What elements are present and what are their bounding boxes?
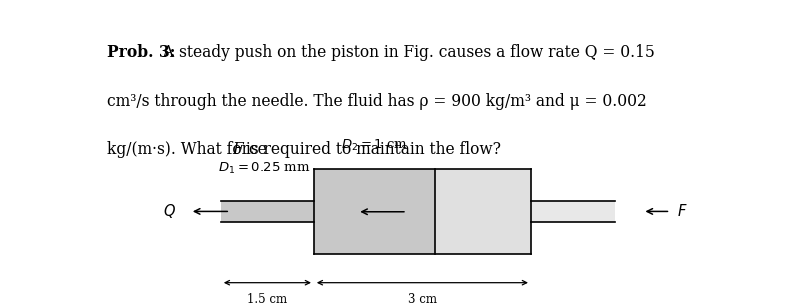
Text: 3 cm: 3 cm [408,293,437,306]
Text: cm³/s through the needle. The fluid has ρ = 900 kg/m³ and μ = 0.002: cm³/s through the needle. The fluid has … [107,93,647,110]
Bar [435,169,531,254]
Text: is required to maintain the flow?: is required to maintain the flow? [241,141,501,158]
Text: $F$: $F$ [677,204,687,220]
Text: $Q$: $Q$ [163,202,176,220]
Bar [221,201,314,222]
Text: A steady push on the piston in Fig. causes a flow rate Q = 0.15: A steady push on the piston in Fig. caus… [158,44,654,61]
Text: 1.5 cm: 1.5 cm [247,293,287,306]
Bar [531,201,614,222]
Text: $D_1 = 0.25$ mm: $D_1 = 0.25$ mm [218,161,310,176]
Text: kg/(m·s). What force: kg/(m·s). What force [107,141,272,158]
Bar [314,169,435,254]
Text: $D_2 = 1$ cm: $D_2 = 1$ cm [341,138,408,153]
Text: F: F [233,141,243,158]
Text: Prob. 3:: Prob. 3: [107,44,176,61]
